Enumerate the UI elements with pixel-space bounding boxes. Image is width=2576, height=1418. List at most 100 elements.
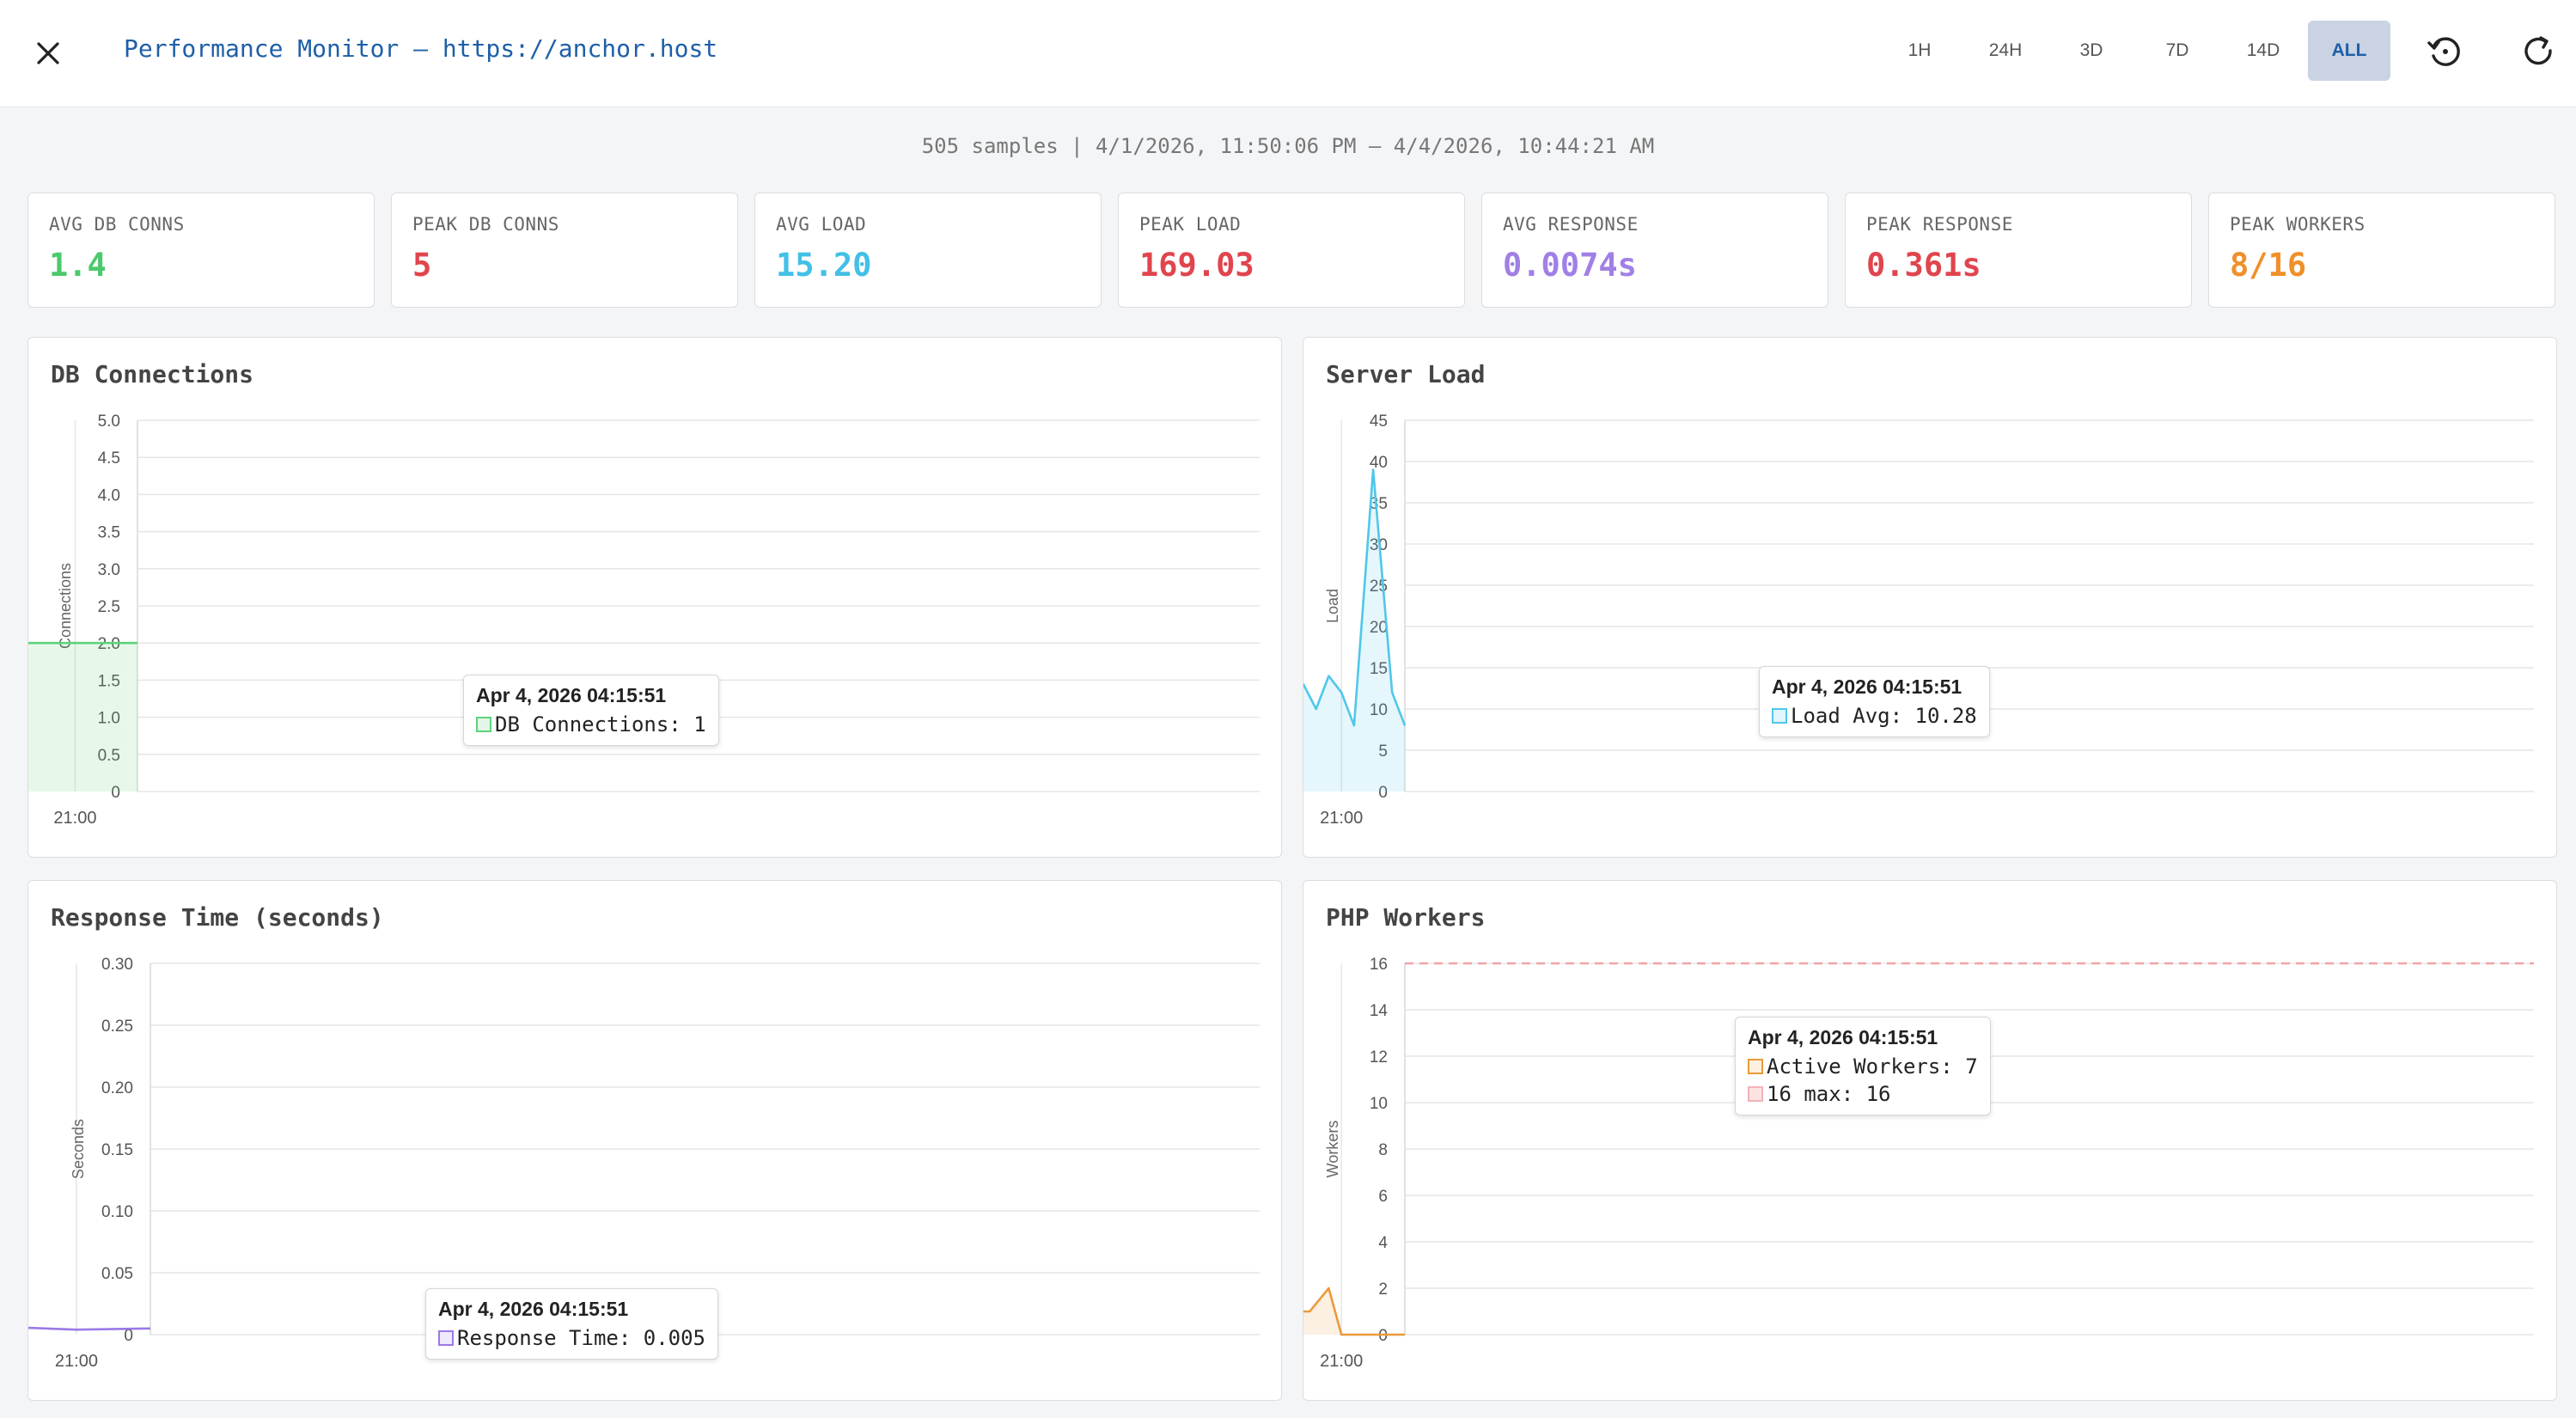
y-tick-label: 0.5 — [98, 747, 120, 765]
y-tick-label: 14 — [1370, 1002, 1389, 1020]
y-tick-label: 0 — [1378, 1327, 1388, 1345]
php-workers-chart[interactable]: 024681012141621:0023:0001:0003:0005:0007… — [1303, 881, 2558, 1402]
tooltip-row: Active Workers: 7 — [1748, 1054, 1978, 1079]
history-button[interactable] — [2418, 24, 2473, 79]
stat-label: PEAK WORKERS — [2230, 214, 2365, 235]
y-tick-label: 8 — [1378, 1141, 1388, 1159]
y-tick-label: 0.30 — [101, 956, 133, 974]
chart-tooltip: Apr 4, 2026 04:15:51 Response Time: 0.00… — [425, 1288, 718, 1360]
server-load-chart[interactable]: 05101520253035404521:0023:0001:0003:0005… — [1303, 338, 2558, 859]
stat-value: 8/16 — [2230, 247, 2307, 284]
legend-swatch — [1748, 1086, 1763, 1102]
series-area — [1303, 1288, 1405, 1335]
y-tick-label: 0.10 — [101, 1203, 133, 1221]
y-tick-label: 40 — [1370, 454, 1388, 472]
refresh-button[interactable] — [2511, 24, 2566, 79]
y-tick-label: 4.5 — [98, 449, 120, 468]
y-tick-label: 45 — [1370, 413, 1388, 431]
range-24h-button[interactable]: 24H — [1988, 40, 2023, 60]
stat-card-avg-db-conns: AVG DB CONNS 1.4 — [27, 193, 375, 308]
response-time-chart[interactable]: 00.050.100.150.200.250.3021:0023:0001:00… — [28, 881, 1283, 1402]
y-tick-label: 15 — [1370, 660, 1388, 678]
y-axis-label: Workers — [1324, 1121, 1341, 1178]
stat-card-avg-response: AVG RESPONSE 0.0074s — [1481, 193, 1828, 308]
y-tick-label: 2 — [1378, 1280, 1388, 1299]
y-tick-label: 5.0 — [98, 413, 120, 431]
grid — [1340, 963, 2534, 1335]
y-tick-label: 0 — [124, 1327, 133, 1345]
stat-label: AVG LOAD — [776, 214, 867, 235]
panel-title: Server Load — [1326, 360, 1486, 388]
page-title: Performance Monitor — https://anchor.hos… — [124, 34, 718, 63]
y-tick-label: 0 — [1378, 784, 1388, 802]
y-axis-label: Load — [1324, 589, 1341, 623]
top-bar: Performance Monitor — https://anchor.hos… — [0, 0, 2576, 107]
x-tick-label: 21:00 — [55, 1352, 98, 1371]
legend-swatch — [438, 1330, 454, 1346]
series-area — [1303, 469, 1405, 792]
refresh-icon — [2524, 36, 2552, 65]
y-tick-label: 4.0 — [98, 486, 120, 504]
x-tick-label: 21:00 — [53, 809, 96, 828]
y-tick-label: 2.0 — [98, 635, 120, 653]
tooltip-row: DB Connections: 1 — [476, 712, 706, 737]
history-icon — [2427, 37, 2460, 66]
stat-value: 0.0074s — [1503, 247, 1637, 284]
tooltip-row: Load Avg: 10.28 — [1772, 704, 1977, 728]
range-3d-button[interactable]: 3D — [2079, 40, 2103, 60]
stat-label: AVG DB CONNS — [49, 214, 185, 235]
stat-value: 169.03 — [1139, 247, 1254, 284]
y-tick-label: 0.25 — [101, 1018, 133, 1036]
panel-title: Response Time (seconds) — [51, 903, 384, 932]
y-tick-label: 35 — [1370, 495, 1388, 513]
panel-title: PHP Workers — [1326, 903, 1486, 932]
series-area — [28, 643, 137, 792]
stat-value: 1.4 — [49, 247, 107, 284]
stat-card-peak-load: PEAK LOAD 169.03 — [1118, 193, 1465, 308]
y-tick-label: 3.5 — [98, 524, 120, 542]
legend-swatch — [1772, 708, 1787, 724]
y-tick-label: 1.5 — [98, 672, 120, 690]
chart-tooltip: Apr 4, 2026 04:15:51 Load Avg: 10.28 — [1759, 666, 1990, 737]
grid — [76, 963, 1260, 1335]
y-tick-label: 6 — [1378, 1188, 1388, 1206]
stat-label: AVG RESPONSE — [1503, 214, 1639, 235]
y-tick-label: 12 — [1370, 1048, 1388, 1067]
panel-title: DB Connections — [51, 360, 254, 388]
y-tick-label: 10 — [1370, 1095, 1388, 1113]
chart-tooltip: Apr 4, 2026 04:15:51 Active Workers: 7 1… — [1735, 1017, 1991, 1115]
y-tick-label: 0 — [111, 784, 120, 802]
range-14d-button[interactable]: 14D — [2246, 40, 2280, 60]
tooltip-row: Response Time: 0.005 — [438, 1326, 705, 1350]
stat-card-avg-load: AVG LOAD 15.20 — [754, 193, 1102, 308]
grid — [1340, 419, 2534, 792]
stat-label: PEAK LOAD — [1139, 214, 1242, 235]
grid — [74, 419, 1260, 792]
response-time-panel: 00.050.100.150.200.250.3021:0023:0001:00… — [27, 880, 1282, 1401]
stat-card-peak-workers: PEAK WORKERS 8/16 — [2208, 193, 2555, 308]
tooltip-value: Active Workers: 7 — [1767, 1054, 1978, 1079]
y-tick-label: 0.15 — [101, 1141, 133, 1159]
tooltip-value: Load Avg: 10.28 — [1791, 704, 1977, 728]
db-connections-chart[interactable]: 00.51.01.52.02.53.03.54.04.55.021:0023:0… — [28, 338, 1283, 859]
y-tick-label: 4 — [1378, 1234, 1388, 1252]
close-button[interactable] — [21, 26, 76, 81]
range-7d-button[interactable]: 7D — [2165, 40, 2189, 60]
chart-tooltip: Apr 4, 2026 04:15:51 DB Connections: 1 — [463, 675, 719, 746]
php-workers-panel: 024681012141621:0023:0001:0003:0005:0007… — [1303, 880, 2557, 1401]
range-all-button[interactable]: ALL — [2308, 21, 2390, 81]
range-1h-button[interactable]: 1H — [1908, 40, 1932, 60]
samples-summary: 505 samples | 4/1/2026, 11:50:06 PM — 4/… — [921, 134, 1655, 158]
tooltip-title: Apr 4, 2026 04:15:51 — [476, 684, 667, 706]
y-tick-label: 2.5 — [98, 598, 120, 616]
tooltip-value: Response Time: 0.005 — [457, 1326, 705, 1350]
y-tick-label: 1.0 — [98, 710, 120, 728]
tooltip-title: Apr 4, 2026 04:15:51 — [1772, 675, 1963, 698]
stat-card-peak-db-conns: PEAK DB CONNS 5 — [391, 193, 738, 308]
stat-label: PEAK RESPONSE — [1866, 214, 2013, 235]
x-tick-label: 21:00 — [1320, 1352, 1363, 1371]
y-tick-label: 16 — [1370, 956, 1388, 974]
server-load-panel: 05101520253035404521:0023:0001:0003:0005… — [1303, 337, 2557, 858]
close-icon — [37, 42, 59, 64]
tooltip-title: Apr 4, 2026 04:15:51 — [438, 1298, 629, 1320]
